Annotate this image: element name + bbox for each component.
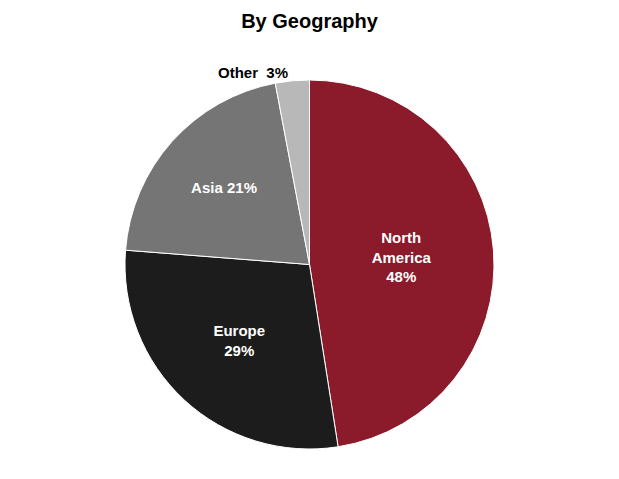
svg-text:Europe29%: Europe29% bbox=[213, 322, 265, 359]
svg-text:NorthAmerica48%: NorthAmerica48% bbox=[372, 229, 432, 285]
svg-text:Asia 21%: Asia 21% bbox=[191, 179, 257, 196]
svg-text:Other 3%: Other 3% bbox=[218, 64, 288, 81]
svg-text:By Geography: By Geography bbox=[241, 10, 379, 32]
